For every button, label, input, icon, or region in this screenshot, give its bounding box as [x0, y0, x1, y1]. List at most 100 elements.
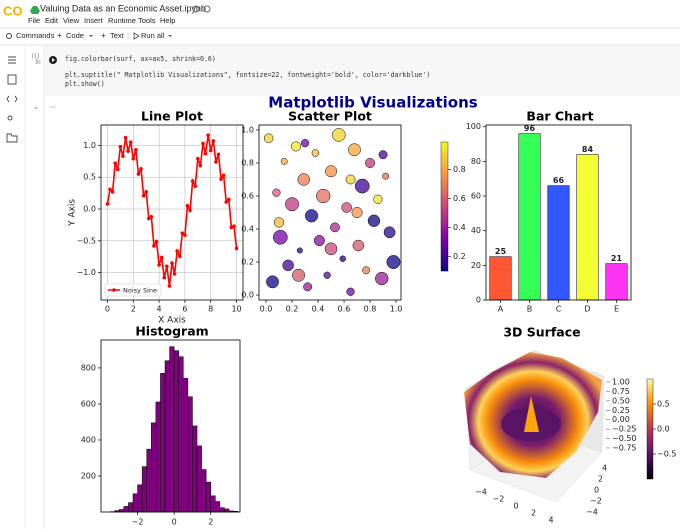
- point: [378, 150, 388, 160]
- axes-frame: [485, 124, 632, 301]
- point: [183, 233, 187, 237]
- z-tick-label: 0.75: [612, 387, 630, 396]
- code-line: plt.suptitle(" Matplotlib Visualizations…: [65, 71, 430, 79]
- y-tick-label: 0: [594, 486, 599, 495]
- add-code-button[interactable]: Code: [66, 31, 84, 40]
- point: [232, 224, 236, 228]
- y-tick-label: 0.8: [241, 158, 254, 167]
- point: [146, 216, 151, 221]
- value-label: 84: [582, 145, 594, 154]
- y-tick-label: 0.5: [83, 173, 96, 182]
- y-tick-label: 0.4: [241, 225, 254, 234]
- bar: [518, 133, 541, 301]
- menu-item[interactable]: File: [28, 16, 40, 25]
- axes-frame: [258, 124, 402, 301]
- menu-item[interactable]: Help: [160, 16, 175, 25]
- menu-item[interactable]: Tools: [138, 16, 156, 25]
- point: [273, 217, 285, 228]
- point: [203, 151, 208, 156]
- menu-item[interactable]: View: [63, 16, 80, 25]
- point: [227, 197, 231, 202]
- chart-title: Bar Chart: [526, 109, 593, 124]
- y-tick-label: 800: [81, 363, 96, 372]
- secrets-icon[interactable]: [7, 115, 13, 121]
- y-tick-label: 0.6: [241, 191, 254, 200]
- code-line: fig.colorbar(surf, ax=ax5, shrink=0.6): [65, 55, 216, 63]
- bar: [178, 356, 184, 513]
- code-cell: [45, 46, 680, 96]
- commands-button[interactable]: Commands: [16, 31, 55, 40]
- point: [386, 255, 401, 269]
- point: [165, 264, 169, 269]
- point: [134, 148, 138, 152]
- bar: [210, 495, 216, 513]
- point: [362, 266, 371, 275]
- point: [185, 204, 190, 208]
- value-label: 96: [524, 124, 536, 133]
- y-tick-label: 200: [81, 471, 96, 480]
- notebook-title[interactable]: Valuing Data as an Economic Asset.ipynb: [40, 3, 206, 13]
- point: [108, 187, 112, 192]
- x-tick-label: 6: [182, 305, 187, 314]
- collapse-icon[interactable]: ⌄: [33, 103, 39, 111]
- point: [365, 157, 376, 168]
- files-icon[interactable]: [6, 133, 18, 143]
- point: [188, 208, 192, 213]
- bar: [123, 506, 129, 513]
- legend-marker: [112, 288, 116, 292]
- bar: [576, 154, 599, 301]
- add-text-button[interactable]: Text: [110, 31, 125, 40]
- x-tick-label: 0.6: [338, 305, 351, 314]
- bar: [219, 507, 225, 513]
- point: [139, 167, 143, 171]
- point: [170, 261, 174, 265]
- y-tick-label: 40: [471, 226, 481, 235]
- menu-item[interactable]: Insert: [84, 16, 104, 25]
- point: [330, 222, 340, 233]
- bar: [169, 346, 175, 513]
- point: [263, 133, 274, 143]
- dropdown-icon[interactable]: [168, 35, 172, 37]
- code-snippets-icon[interactable]: [6, 95, 18, 103]
- point: [219, 177, 223, 181]
- share-icon[interactable]: [192, 5, 200, 13]
- y-tick-label: −0.5: [77, 236, 96, 245]
- y-tick-label: −1.0: [77, 268, 96, 277]
- colorbar-tick-label: 0.5: [657, 400, 670, 409]
- point: [190, 179, 195, 183]
- colorbar: [440, 141, 449, 272]
- colorbar-tick-label: −0.5: [657, 450, 676, 459]
- menu-item[interactable]: Edit: [45, 16, 59, 25]
- point: [273, 229, 288, 245]
- toc-icon[interactable]: [8, 56, 16, 64]
- cloud-icon[interactable]: [203, 5, 211, 13]
- point: [292, 268, 306, 282]
- point: [224, 200, 229, 204]
- colorbar-tick-label: 0.6: [453, 194, 466, 203]
- find-icon[interactable]: [7, 74, 17, 85]
- point: [141, 193, 146, 198]
- y-axis-label: Y Axis: [68, 199, 78, 227]
- x-axis-label: X Axis: [158, 316, 186, 326]
- logo[interactable]: CO: [3, 3, 23, 18]
- point: [325, 165, 337, 178]
- point: [152, 244, 156, 248]
- surface-peak: [524, 396, 539, 432]
- x-tick-label: −2: [493, 495, 505, 504]
- axes-frame: [100, 339, 241, 513]
- dropdown-icon[interactable]: [89, 35, 93, 37]
- menu-item[interactable]: Runtime: [108, 16, 136, 25]
- point: [123, 135, 128, 140]
- point: [303, 282, 313, 292]
- bar: [205, 481, 211, 513]
- output-menu[interactable]: ⋯: [49, 103, 56, 111]
- z-tick-label: 1.00: [612, 378, 630, 387]
- y-tick-label: −2: [590, 497, 602, 506]
- point: [211, 139, 216, 143]
- x-tick-label: 4: [548, 516, 553, 525]
- exec-count: [1]: [32, 54, 39, 60]
- bar: [489, 256, 512, 301]
- run-all-button[interactable]: Run all: [141, 31, 165, 40]
